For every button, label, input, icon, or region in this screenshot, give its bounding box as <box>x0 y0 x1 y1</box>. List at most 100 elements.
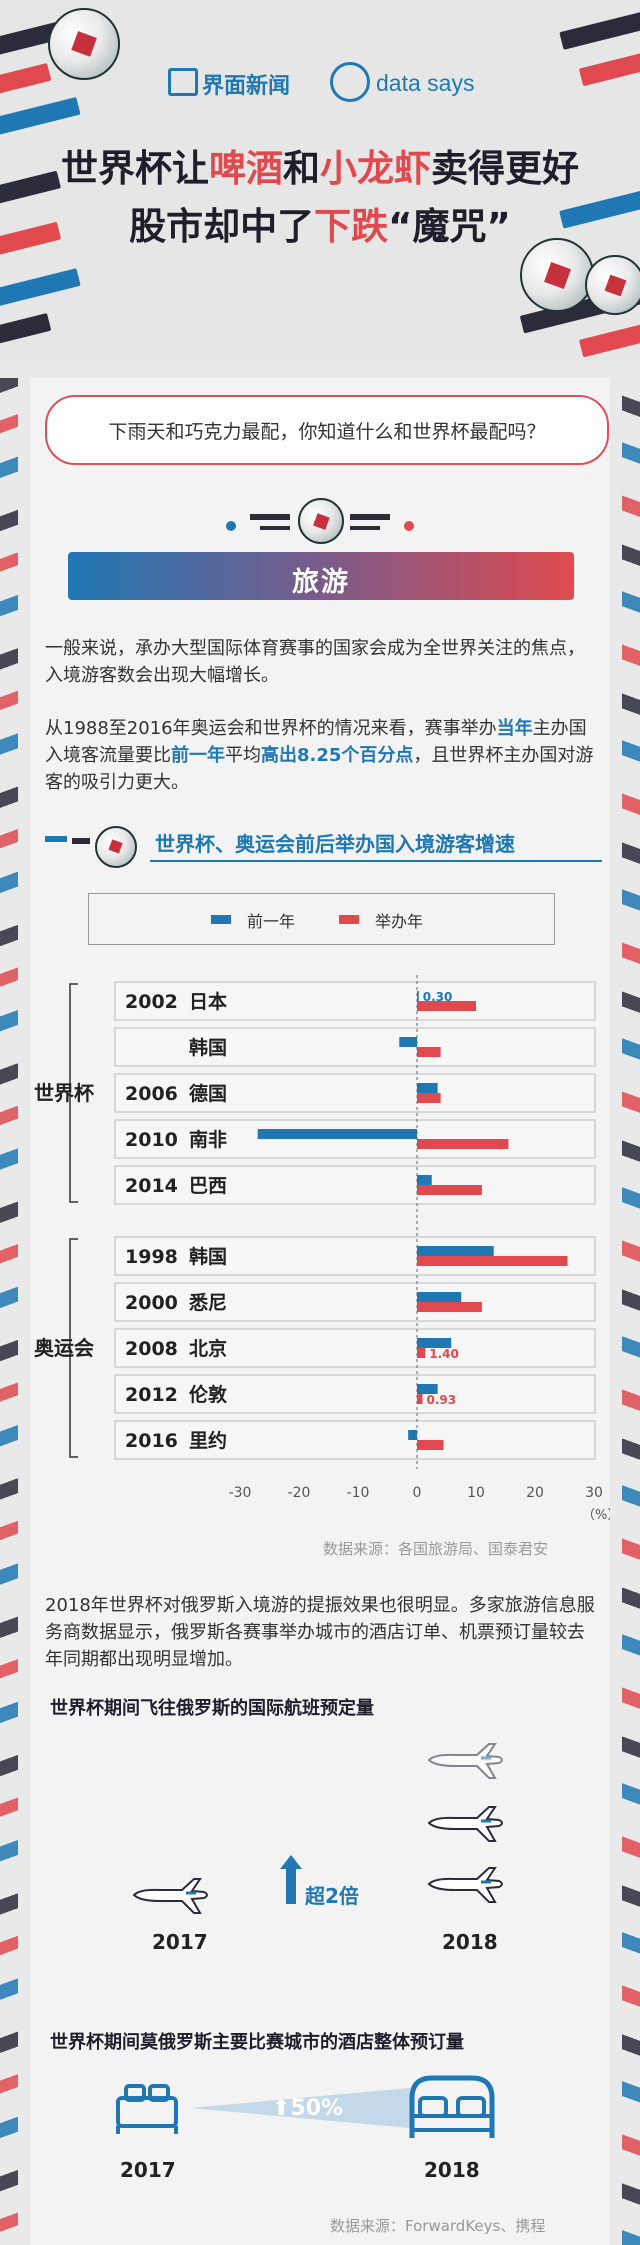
row-year-label: 2010 <box>125 1129 178 1151</box>
bed-icon <box>112 2080 182 2140</box>
group-label: 世界杯 <box>34 1081 94 1105</box>
group-bracket <box>69 983 78 1203</box>
row-place-label: 德国 <box>189 1082 227 1105</box>
bar-prev-year <box>417 1175 432 1185</box>
legend-label-prev: 前一年 <box>247 912 296 931</box>
hotel-year-2018: 2018 <box>424 2158 480 2182</box>
x-tick-label: 10 <box>467 1485 485 1501</box>
hotel-section-title: 世界杯期间莫俄罗斯主要比赛城市的酒店整体预订量 <box>50 2032 464 2053</box>
chart-row-box <box>114 1073 596 1113</box>
plane-icon <box>425 1740 505 1786</box>
chart-title: 世界杯、奥运会前后举办国入境游客增速 <box>155 832 515 856</box>
bar-prev-year <box>399 1037 417 1047</box>
chart-row-box <box>114 1027 596 1067</box>
bar-host-year <box>417 1093 441 1103</box>
legend-label-host: 举办年 <box>375 912 424 931</box>
bar-prev-year <box>408 1430 417 1440</box>
bar-host-year <box>417 1348 426 1358</box>
row-place-label: 巴西 <box>189 1175 227 1197</box>
bar-prev-year <box>417 991 419 1001</box>
row-place-label: 北京 <box>189 1337 227 1360</box>
chart-title-stripe <box>72 838 90 844</box>
bar-prev-year <box>417 1338 452 1348</box>
paragraph-2: 从1988至2016年奥运会和世界杯的情况来看，赛事举办当年主办国入境客流量要比… <box>45 718 594 793</box>
flight-year-2018: 2018 <box>442 1930 498 1954</box>
x-tick-label: 0 <box>413 1485 422 1501</box>
row-place-label: 伦敦 <box>189 1383 228 1406</box>
chart-row-box <box>114 981 596 1021</box>
bar-data-label: 1.40 <box>429 1347 459 1361</box>
bar-prev-year <box>417 1246 494 1256</box>
emblem-dot-left <box>226 521 236 531</box>
x-tick-label: 20 <box>526 1485 544 1501</box>
chart-row-box <box>114 1420 596 1460</box>
section-title: 旅游 <box>292 567 350 598</box>
brand-data-says: data says <box>376 70 475 96</box>
jiemian-logo-icon <box>168 68 198 96</box>
growth-wedge <box>190 2088 410 2128</box>
chart-row-box <box>114 1165 596 1205</box>
soccer-ball-icon <box>585 255 640 315</box>
flight-growth-label: 超2倍 <box>305 1884 359 1908</box>
growth-arrow-shaft <box>286 1868 296 1904</box>
bed-icon <box>404 2068 500 2146</box>
paragraph-3: 2018年世界杯对俄罗斯入境游的提振效果也很明显。多家旅游信息服务商数据显示，俄… <box>45 1595 595 1670</box>
header-banner: 界面新闻 data says 世界杯让啤酒和小龙虾卖得更好 股市却中了下跌“魔咒… <box>0 0 640 360</box>
bar-prev-year <box>417 1292 462 1302</box>
chart-row-box <box>114 1374 596 1414</box>
bar-prev-year <box>257 1129 417 1139</box>
bar-data-label: 0.30 <box>423 990 453 1004</box>
source-note-2: 数据来源：ForwardKeys、携程 <box>330 2217 546 2235</box>
source-note-1: 数据来源：各国旅游局、国泰君安 <box>323 1540 549 1558</box>
row-year-label: 2008 <box>125 1338 178 1360</box>
brand-jiemian: 界面新闻 <box>202 74 291 99</box>
row-place-label: 韩国 <box>189 1036 227 1059</box>
right-stripe-decoration <box>622 378 640 2245</box>
bar-prev-year <box>417 1083 438 1093</box>
group-label: 奥运会 <box>34 1336 94 1360</box>
row-place-label: 悉尼 <box>188 1292 227 1314</box>
bar-host-year <box>417 1139 509 1149</box>
bar-host-year <box>417 1047 441 1057</box>
growth-arrow-icon <box>280 1855 302 1869</box>
x-tick-label: 30 <box>585 1485 603 1501</box>
soccer-ball-icon <box>298 498 344 544</box>
paragraph-1: 一般来说，承办大型国际体育赛事的国家会成为全世界关注的焦点，入境游客数会出现大幅… <box>45 638 585 686</box>
row-year-label: 2006 <box>125 1083 178 1105</box>
bar-host-year <box>417 1440 444 1450</box>
row-year-label: 2014 <box>125 1175 178 1197</box>
plane-icon <box>425 1864 505 1910</box>
flight-year-2017: 2017 <box>152 1930 208 1954</box>
section-header-travel: 旅游 <box>68 552 574 600</box>
row-place-label: 里约 <box>189 1429 227 1452</box>
bar-host-year <box>417 1185 482 1195</box>
legend-swatch-host <box>339 915 359 924</box>
row-place-label: 南非 <box>189 1129 227 1151</box>
chart-row-box <box>114 1282 596 1322</box>
question-bubble: 下雨天和巧克力最配，你知道什么和世界杯最配吗？ <box>45 395 609 465</box>
section-emblem <box>250 496 390 546</box>
x-tick-label: -10 <box>347 1485 370 1501</box>
x-axis-unit: （%） <box>582 1508 610 1520</box>
row-year-label: 2016 <box>125 1430 178 1452</box>
bar-data-label: 0.93 <box>426 1393 456 1407</box>
question-text: 下雨天和巧克力最配，你知道什么和世界杯最配吗？ <box>108 421 546 443</box>
page-title-line2: 股市却中了下跌“魔咒” <box>129 205 511 248</box>
x-tick-label: -30 <box>229 1485 252 1501</box>
left-stripe-decoration <box>0 378 18 2245</box>
row-year-label: 2012 <box>125 1384 178 1406</box>
row-year-label: 2000 <box>125 1292 178 1314</box>
row-place-label: 韩国 <box>189 1245 227 1268</box>
hotel-growth-label: ⬆50% <box>272 2096 344 2121</box>
group-bracket <box>69 1238 78 1458</box>
chart-row-box <box>114 1328 596 1368</box>
page-title-line1: 世界杯让啤酒和小龙虾卖得更好 <box>61 147 579 190</box>
data-says-logo-icon <box>330 62 370 102</box>
bar-host-year <box>417 1302 482 1312</box>
bar-host-year <box>417 1001 476 1011</box>
emblem-dot-right <box>404 521 414 531</box>
soccer-ball-icon <box>48 8 120 80</box>
row-place-label: 日本 <box>189 990 227 1013</box>
plane-icon <box>130 1875 210 1921</box>
